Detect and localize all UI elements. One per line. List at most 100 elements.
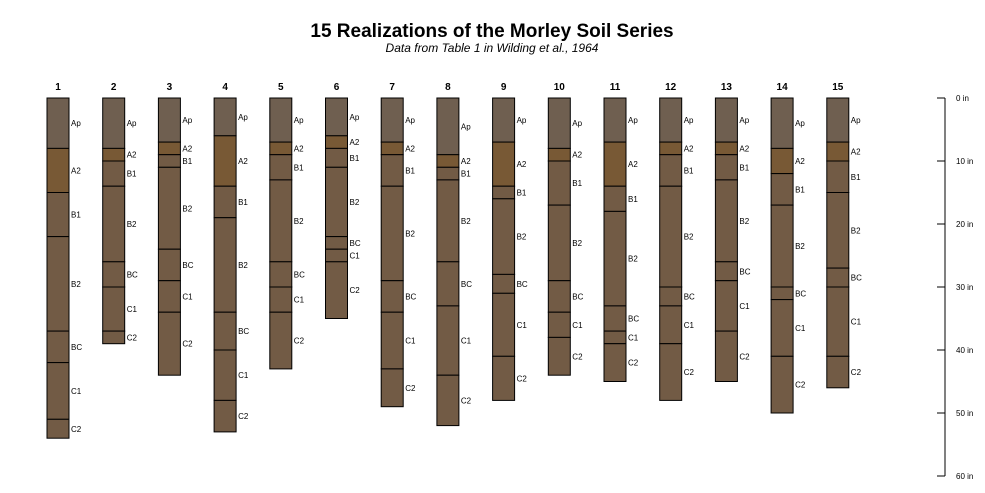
soil-profile-2: 2 Ap A2 B1 B2 BC C1 C2 (102, 82, 138, 345)
horizon-label: C1 (628, 333, 639, 342)
horizon-label: C2 (405, 384, 416, 393)
axis-tick-label: 0 in (956, 94, 969, 103)
axis-tick-label: 30 in (956, 283, 973, 292)
horizon-A2 (46, 147, 70, 193)
horizon-C2 (380, 368, 404, 408)
horizon-label: C2 (628, 359, 639, 368)
horizon-Ap (603, 97, 627, 143)
horizon-BC (547, 280, 571, 313)
horizon-label: BC (71, 343, 82, 352)
horizon-label: BC (350, 239, 361, 248)
profile-label: 6 (334, 82, 340, 93)
horizon-label: B2 (461, 217, 471, 226)
horizon-B2 (770, 204, 794, 288)
horizon-A2 (659, 141, 683, 156)
horizon-BC (213, 311, 237, 351)
horizon-B2 (659, 185, 683, 288)
soil-profile-13: 13 Ap A2 B1 B2 BC C1 C2 (714, 82, 751, 383)
horizon-label: BC (294, 270, 305, 279)
horizon-label: B1 (182, 157, 192, 166)
profile-label: 4 (222, 82, 228, 93)
profile-label: 11 (610, 82, 621, 93)
horizon-A2 (102, 147, 126, 162)
horizon-C2 (269, 311, 293, 370)
horizon-B1 (492, 185, 516, 200)
horizon-Ap (714, 97, 738, 143)
profile-label: 9 (501, 82, 507, 93)
horizon-label: B1 (684, 166, 694, 175)
horizon-label: B1 (350, 154, 360, 163)
horizon-label: Ap (739, 116, 749, 125)
horizon-label: C2 (71, 425, 82, 434)
horizon-C1 (46, 362, 70, 420)
horizon-A2 (714, 141, 738, 156)
horizon-C2 (46, 418, 70, 439)
soil-profile-3: 3 Ap A2 B1 B2 BC C1 C2 (157, 82, 194, 376)
horizon-B2 (157, 166, 181, 250)
horizon-label: B2 (350, 198, 360, 207)
depth-axis: 0 in 10 in 20 in 30 in 40 in 50 in 60 in (937, 94, 973, 481)
horizon-label: C2 (127, 333, 138, 342)
horizon-BC (102, 261, 126, 288)
horizon-BC (269, 261, 293, 288)
horizon-label: A2 (238, 157, 248, 166)
horizon-label: C1 (739, 302, 750, 311)
horizon-BC (380, 280, 404, 313)
horizon-label: B1 (628, 195, 638, 204)
horizon-B2 (380, 185, 404, 282)
horizon-B2 (269, 179, 293, 263)
horizon-label: A2 (684, 144, 694, 153)
horizon-label: BC (851, 274, 862, 283)
horizon-BC (714, 261, 738, 282)
horizon-B2 (102, 185, 126, 263)
horizon-label: B1 (851, 173, 861, 182)
horizon-label: Ap (350, 113, 360, 122)
horizon-label: C1 (461, 337, 472, 346)
horizon-label: C2 (739, 352, 750, 361)
horizon-label: C1 (350, 252, 361, 261)
soil-profile-1: 1 Ap A2 B1 B2 BC C1 C2 (46, 82, 82, 439)
horizon-C2 (659, 343, 683, 401)
horizon-label: C1 (795, 324, 806, 333)
horizon-label: B1 (517, 189, 527, 198)
horizon-C1 (436, 305, 460, 376)
horizon-label: C2 (851, 368, 862, 377)
soil-profile-6: 6 Ap A2 B1 B2 BC C1 C2 (325, 82, 361, 319)
horizon-C1 (492, 292, 516, 357)
horizon-label: BC (572, 292, 583, 301)
horizon-label: A2 (517, 160, 527, 169)
horizon-BC (325, 236, 348, 250)
horizon-label: A2 (405, 144, 415, 153)
horizon-B2 (547, 204, 571, 282)
profile-label: 7 (389, 82, 395, 93)
horizon-label: C1 (182, 292, 193, 301)
horizon-label: B1 (71, 211, 81, 220)
profile-label: 5 (278, 82, 284, 93)
profile-label: 8 (445, 82, 451, 93)
horizon-label: B1 (739, 163, 749, 172)
soil-profile-15: 15 Ap A2 B1 B2 BC C1 C2 (826, 82, 862, 389)
profile-label: 2 (111, 82, 117, 93)
horizon-label: Ap (238, 113, 248, 122)
horizon-Ap (269, 97, 293, 143)
horizon-label: BC (795, 289, 806, 298)
horizon-A2 (770, 147, 794, 175)
horizon-Ap (102, 97, 126, 149)
horizon-label: C2 (238, 412, 249, 421)
horizon-B2 (714, 179, 738, 263)
soil-profile-9: 9 Ap A2 B1 B2 BC C1 C2 (492, 82, 528, 401)
axis-tick-label: 10 in (956, 157, 973, 166)
horizon-label: C2 (182, 340, 193, 349)
horizon-label: B2 (517, 233, 527, 242)
horizon-label: C1 (238, 371, 249, 380)
horizon-label: B2 (795, 242, 805, 251)
horizon-label: C2 (795, 381, 806, 390)
horizon-BC (659, 286, 683, 307)
horizon-A2 (547, 147, 571, 162)
horizon-label: B2 (71, 280, 81, 289)
horizon-Ap (492, 97, 516, 143)
horizon-C2 (492, 355, 516, 401)
horizon-C1 (714, 280, 738, 332)
horizon-B2 (213, 217, 237, 313)
horizon-C2 (102, 330, 126, 345)
